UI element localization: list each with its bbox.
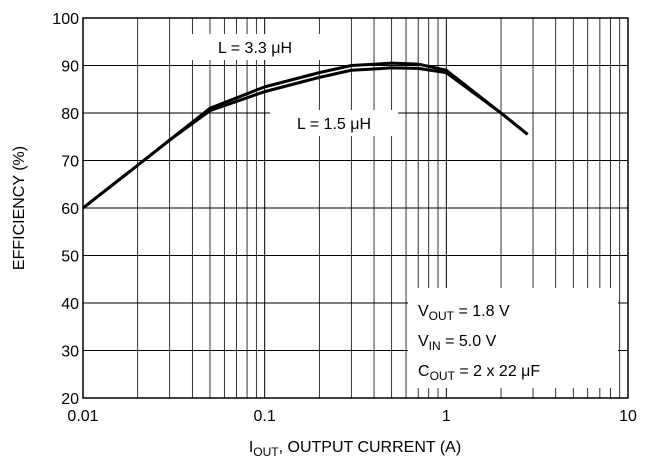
y-tick-label: 50 — [61, 249, 79, 266]
y-axis-label: EFFICIENCY (%) — [11, 146, 28, 270]
plot-frame — [82, 17, 629, 399]
condition-sub: OUT — [430, 369, 456, 383]
y-tick-label: 60 — [61, 201, 79, 218]
x-axis-label-sub: OUT — [253, 445, 279, 459]
series-label: L = 1.5 μH — [297, 116, 371, 133]
x-axis-label-part: I — [249, 439, 253, 456]
condition-sub: IN — [429, 339, 441, 353]
y-tick-label: 30 — [61, 344, 79, 361]
y-tick-label: 100 — [52, 11, 79, 28]
x-tick-label: 1 — [442, 408, 451, 425]
condition-part: V — [418, 333, 429, 350]
x-tick-label: 0.01 — [67, 408, 98, 425]
conditions-box — [408, 288, 618, 388]
lines — [82, 61, 529, 210]
y-tick-label: 40 — [61, 296, 79, 313]
series-line — [82, 66, 529, 210]
label-box — [270, 110, 398, 136]
condition-part: = 2 x 22 μF — [455, 363, 540, 380]
x-tick-label: 0.1 — [254, 408, 276, 425]
y-tick-label: 70 — [61, 154, 79, 171]
x-axis-label: IOUT, OUTPUT CURRENT (A) — [249, 439, 461, 459]
label-box — [190, 34, 320, 60]
x-tick-label: 10 — [619, 408, 637, 425]
y-tick-label: 80 — [61, 106, 79, 123]
condition-part: = 1.8 V — [454, 303, 510, 320]
condition: VIN = 5.0 V — [418, 333, 497, 353]
y-tick-label: 90 — [61, 59, 79, 76]
condition-sub: OUT — [429, 309, 455, 323]
condition-part: C — [418, 363, 430, 380]
series-label: L = 3.3 μH — [218, 40, 292, 57]
condition: VOUT = 1.8 V — [418, 303, 510, 323]
condition-part: V — [418, 303, 429, 320]
y-tick-label: 20 — [61, 391, 79, 408]
condition-part: = 5.0 V — [441, 333, 497, 350]
x-axis-label-part: , OUTPUT CURRENT (A) — [279, 439, 462, 456]
condition: COUT = 2 x 22 μF — [418, 363, 540, 383]
